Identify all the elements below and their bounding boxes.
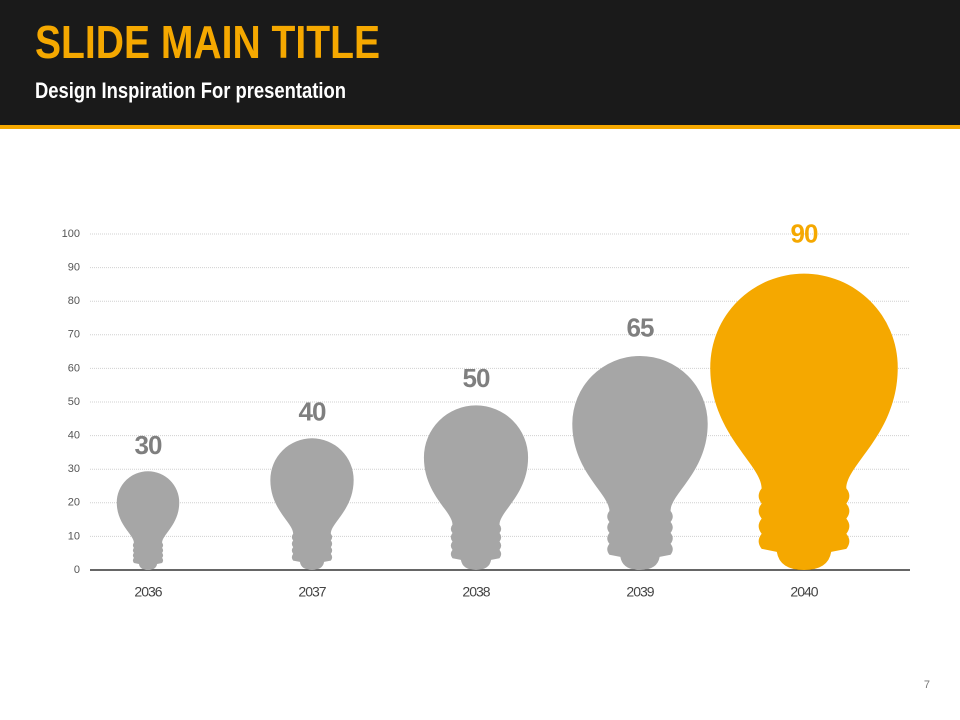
x-tick-label: 2036 bbox=[134, 584, 162, 600]
y-tick-label: 60 bbox=[68, 362, 80, 374]
slide-title: SLIDE MAIN TITLE bbox=[35, 16, 380, 68]
header-band bbox=[0, 0, 960, 125]
y-tick-label: 40 bbox=[68, 430, 80, 442]
y-tick-label: 20 bbox=[68, 497, 80, 509]
y-tick-label: 30 bbox=[68, 463, 80, 475]
slide-subtitle: Design Inspiration For presentation bbox=[35, 78, 346, 103]
value-label: 90 bbox=[791, 218, 818, 248]
header-rule bbox=[0, 125, 960, 129]
y-tick-label: 70 bbox=[68, 329, 80, 341]
page-number: 7 bbox=[924, 679, 930, 691]
bulb bbox=[423, 405, 529, 570]
y-tick-label: 0 bbox=[74, 564, 80, 576]
value-label: 40 bbox=[299, 396, 326, 426]
bulb bbox=[270, 438, 354, 570]
bulb bbox=[710, 273, 898, 570]
y-tick-label: 80 bbox=[68, 295, 80, 307]
x-tick-label: 2038 bbox=[462, 584, 490, 600]
x-tick-label: 2037 bbox=[298, 584, 326, 600]
y-tick-label: 90 bbox=[68, 262, 80, 274]
x-tick-label: 2040 bbox=[790, 584, 818, 600]
bulb bbox=[116, 471, 180, 570]
value-label: 30 bbox=[135, 430, 162, 460]
y-tick-label: 50 bbox=[68, 396, 80, 408]
x-tick-label: 2039 bbox=[626, 584, 654, 600]
y-tick-label: 10 bbox=[68, 530, 80, 542]
y-tick-label: 100 bbox=[62, 228, 80, 240]
value-label: 50 bbox=[463, 363, 490, 393]
value-label: 65 bbox=[627, 312, 654, 342]
bulb bbox=[572, 355, 708, 570]
